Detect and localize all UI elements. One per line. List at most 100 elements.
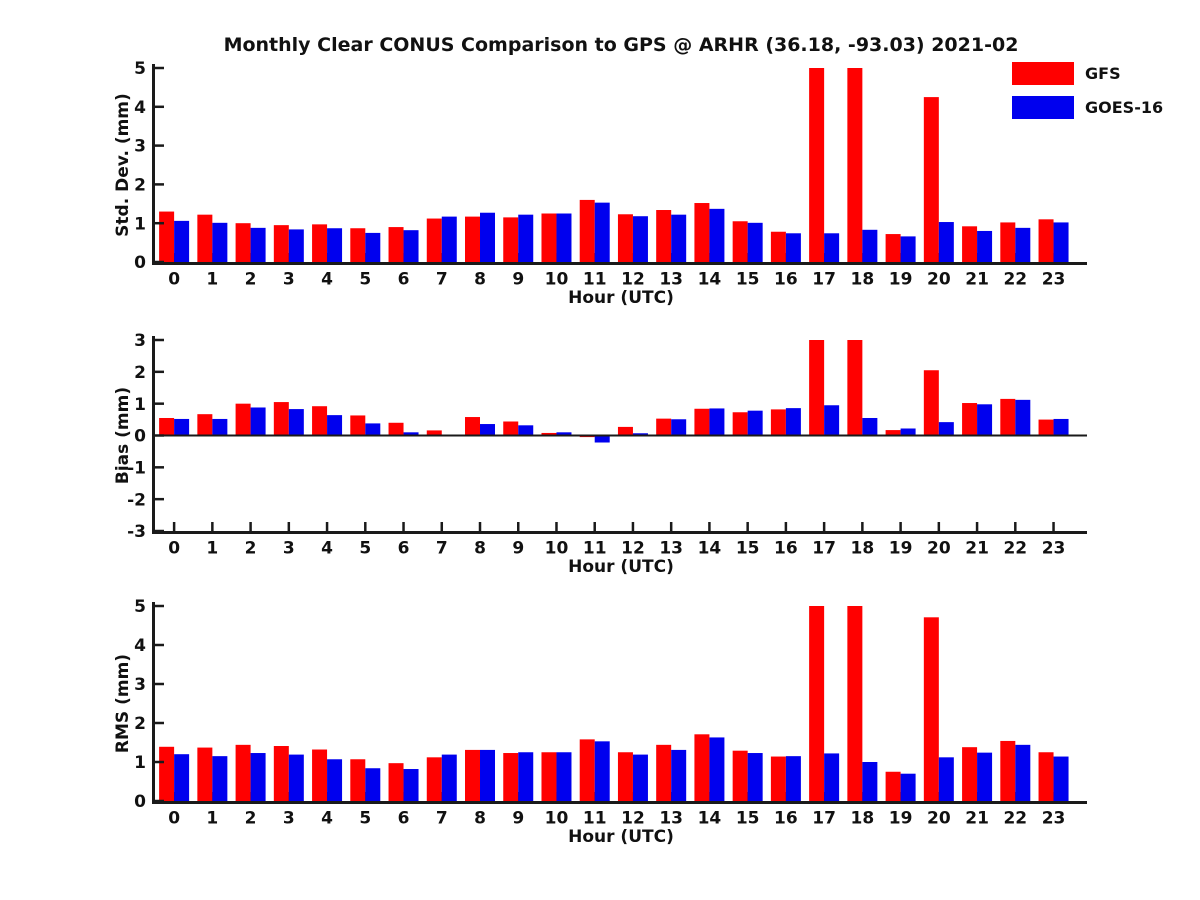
bar-gfs-h7 (426, 430, 442, 436)
x-tick-label: 16 (774, 270, 798, 290)
bar-gfs-h7 (426, 218, 442, 262)
bar-goes-16-h8 (480, 212, 496, 262)
x-tick-label: 18 (851, 809, 875, 829)
bar-gfs-h8 (465, 417, 481, 436)
x-tick-label: 11 (583, 270, 607, 290)
y-tick-label: 1 (134, 395, 146, 415)
bar-gfs-h0 (159, 417, 175, 436)
bar-goes-16-h6 (403, 432, 419, 436)
y-tick-label: 5 (134, 597, 146, 617)
bar-gfs-h6 (388, 227, 404, 262)
y-tick-label: 3 (134, 675, 146, 695)
bar-goes-16-h14 (709, 208, 725, 262)
bar-goes-16-h3 (288, 754, 304, 801)
bar-goes-16-h20 (938, 422, 954, 436)
x-tick-label: 0 (168, 809, 180, 829)
bar-goes-16-h2 (250, 407, 266, 436)
bar-gfs-h18 (847, 68, 863, 262)
legend: GFS GOES-16 (1012, 62, 1163, 119)
goes16-color-swatch (1012, 96, 1074, 119)
legend-label-gfs: GFS (1085, 64, 1121, 83)
y-tick-label: 0 (134, 792, 146, 812)
bar-gfs-h4 (312, 224, 328, 262)
gfs-color-swatch (1012, 62, 1074, 85)
bar-goes-16-h16 (785, 408, 801, 436)
x-tick-label: 21 (965, 809, 989, 829)
bar-gfs-h17 (809, 68, 825, 262)
bar-gfs-h9 (503, 217, 519, 262)
y-tick-label: -3 (127, 522, 146, 542)
x-tick-label: 12 (621, 539, 645, 559)
x-tick-label: 3 (283, 270, 295, 290)
bar-goes-16-h18 (862, 762, 878, 801)
bar-goes-16-h22 (1015, 744, 1031, 801)
bar-gfs-h9 (503, 421, 519, 436)
x-tick-label: 14 (698, 809, 722, 829)
bar-gfs-h19 (885, 234, 901, 262)
bar-goes-16-h4 (327, 415, 343, 436)
x-tick-label: 11 (583, 809, 607, 829)
bar-goes-16-h6 (403, 230, 419, 262)
x-tick-label: 23 (1042, 809, 1066, 829)
x-tick-label: 13 (659, 809, 683, 829)
bar-goes-16-h8 (480, 424, 496, 436)
x-tick-label: 6 (398, 270, 410, 290)
x-tick-label: 1 (206, 270, 218, 290)
bar-gfs-h22 (1000, 398, 1016, 436)
bar-goes-16-h10 (556, 432, 572, 436)
x-tick-label: 22 (1003, 270, 1027, 290)
x-tick-label: 19 (889, 270, 913, 290)
x-tick-label: 8 (474, 809, 486, 829)
x-tick-label: 8 (474, 270, 486, 290)
bar-gfs-h15 (732, 750, 748, 801)
legend-item-goes16: GOES-16 (1012, 96, 1163, 119)
y-tick-label: 5 (134, 59, 146, 79)
y-tick-label: -2 (127, 490, 146, 510)
x-tick-label: 0 (168, 539, 180, 559)
bar-gfs-h3 (273, 402, 289, 436)
bar-goes-16-h1 (212, 222, 228, 262)
bar-goes-16-h19 (900, 428, 916, 436)
bar-goes-16-h15 (747, 222, 763, 262)
bar-goes-16-h17 (824, 233, 840, 262)
bar-goes-16-h9 (518, 752, 534, 801)
bar-gfs-h1 (197, 414, 213, 436)
bar-goes-16-h0 (174, 418, 190, 436)
bar-gfs-h0 (159, 211, 175, 262)
bar-gfs-h11 (579, 199, 595, 262)
bar-gfs-h11 (579, 739, 595, 801)
x-tick-label: 21 (965, 539, 989, 559)
bar-goes-16-h13 (671, 419, 687, 436)
x-tick-label: 18 (851, 270, 875, 290)
bar-goes-16-h21 (977, 752, 993, 801)
bar-gfs-h4 (312, 749, 328, 801)
x-axis-label: Hour (UTC) (568, 827, 674, 847)
y-tick-label: 1 (134, 214, 146, 234)
x-tick-label: 9 (512, 270, 524, 290)
bar-gfs-h19 (885, 430, 901, 436)
x-tick-label: 3 (283, 539, 295, 559)
x-tick-label: 5 (359, 539, 371, 559)
bar-gfs-h21 (962, 226, 978, 262)
bar-gfs-h23 (1038, 419, 1054, 436)
y-tick-label: 3 (134, 331, 146, 351)
bar-gfs-h14 (694, 734, 710, 801)
y-axis-label: Bias (mm) (113, 387, 133, 484)
bar-goes-16-h14 (709, 408, 725, 436)
x-tick-label: 8 (474, 539, 486, 559)
bar-gfs-h6 (388, 422, 404, 436)
x-tick-label: 6 (398, 809, 410, 829)
y-axis-label: RMS (mm) (113, 654, 133, 753)
bar-gfs-h17 (809, 340, 825, 436)
bar-goes-16-h7 (441, 754, 457, 801)
y-tick-label: 4 (134, 636, 146, 656)
x-tick-label: 16 (774, 809, 798, 829)
x-tick-label: 4 (321, 539, 333, 559)
bar-goes-16-h11 (594, 435, 610, 443)
x-tick-label: 23 (1042, 539, 1066, 559)
x-tick-label: 4 (321, 270, 333, 290)
bar-goes-16-h17 (824, 405, 840, 436)
bar-goes-16-h0 (174, 220, 190, 262)
bar-gfs-h12 (617, 752, 633, 801)
